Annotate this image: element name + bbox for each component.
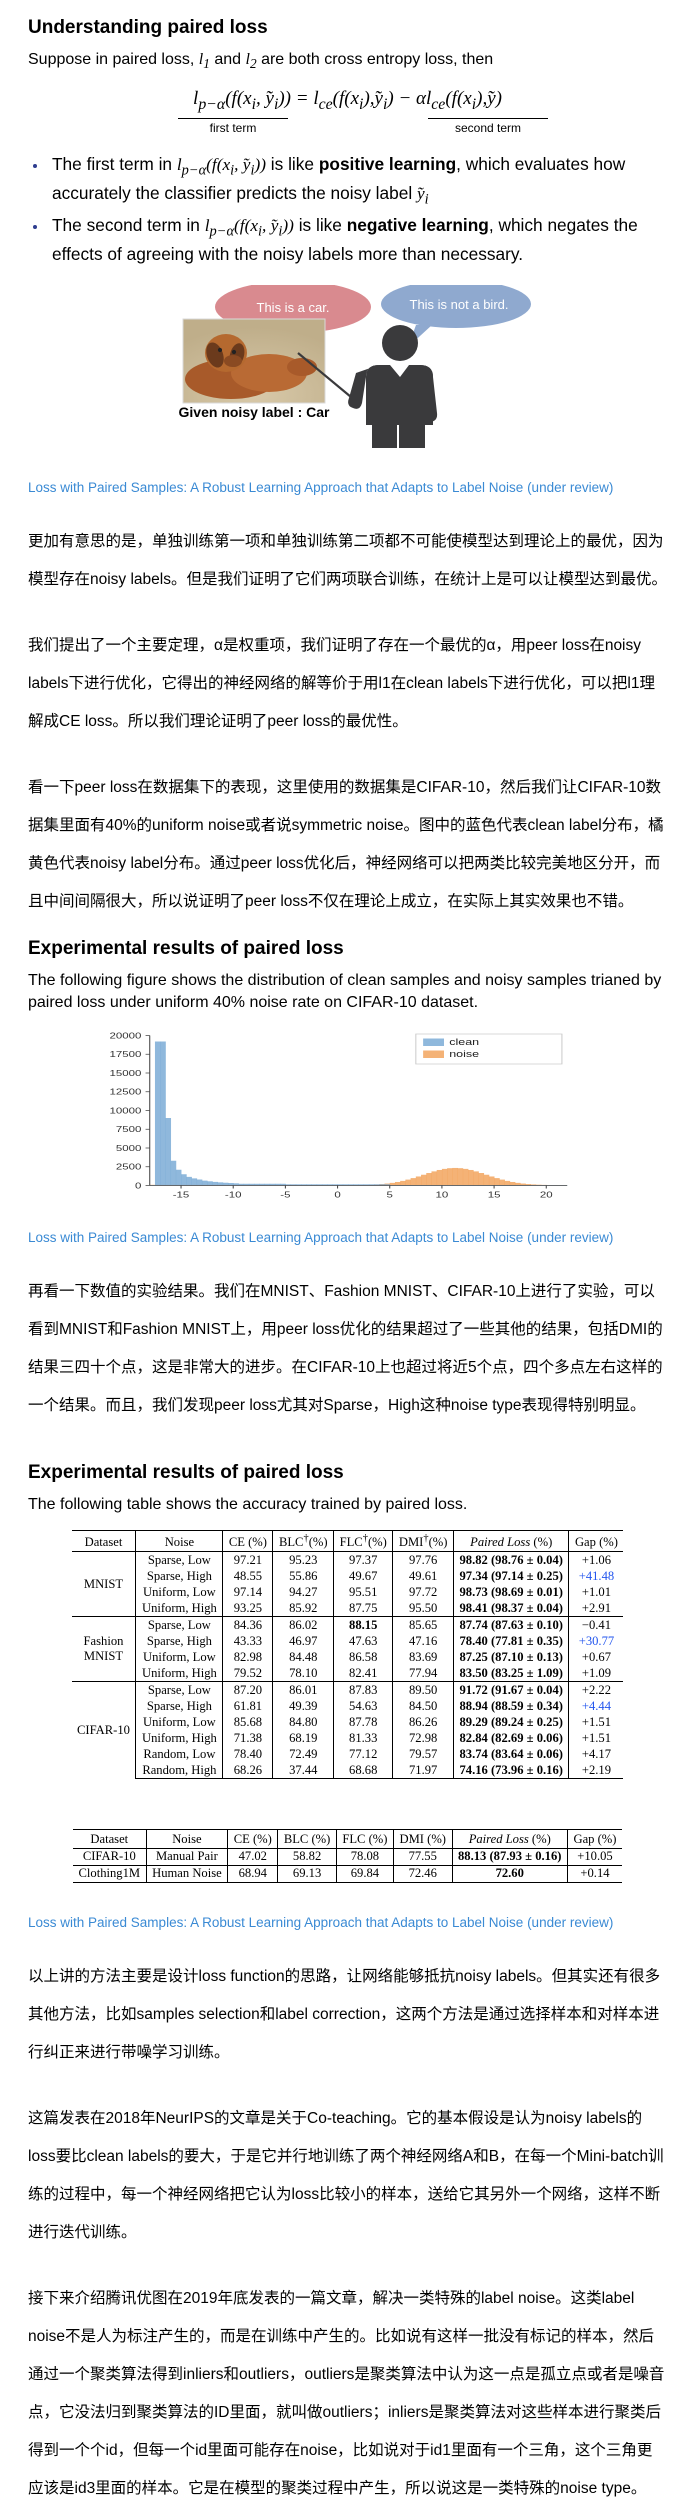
- svg-text:10: 10: [435, 1191, 448, 1200]
- svg-text:5000: 5000: [115, 1144, 141, 1153]
- svg-text:0: 0: [135, 1182, 142, 1191]
- svg-text:15: 15: [487, 1191, 500, 1200]
- svg-text:2500: 2500: [115, 1163, 141, 1172]
- svg-text:20000: 20000: [109, 1032, 141, 1041]
- svg-text:7500: 7500: [115, 1126, 141, 1135]
- svg-text:17500: 17500: [109, 1051, 141, 1060]
- svg-text:-10: -10: [224, 1191, 241, 1200]
- svg-text:15000: 15000: [109, 1069, 141, 1078]
- svg-text:This is a car.: This is a car.: [257, 300, 330, 315]
- svg-text:0: 0: [334, 1191, 341, 1200]
- svg-text:Given noisy label : Car: Given noisy label : Car: [179, 404, 330, 420]
- svg-text:This is not a bird.: This is not a bird.: [410, 297, 509, 312]
- svg-text:noise: noise: [449, 1050, 479, 1060]
- svg-text:5: 5: [386, 1191, 393, 1200]
- svg-text:12500: 12500: [109, 1088, 141, 1097]
- svg-text:10000: 10000: [109, 1107, 141, 1116]
- svg-text:clean: clean: [449, 1038, 479, 1048]
- svg-text:-15: -15: [172, 1191, 189, 1200]
- svg-text:-5: -5: [280, 1191, 291, 1200]
- svg-text:20: 20: [539, 1191, 552, 1200]
